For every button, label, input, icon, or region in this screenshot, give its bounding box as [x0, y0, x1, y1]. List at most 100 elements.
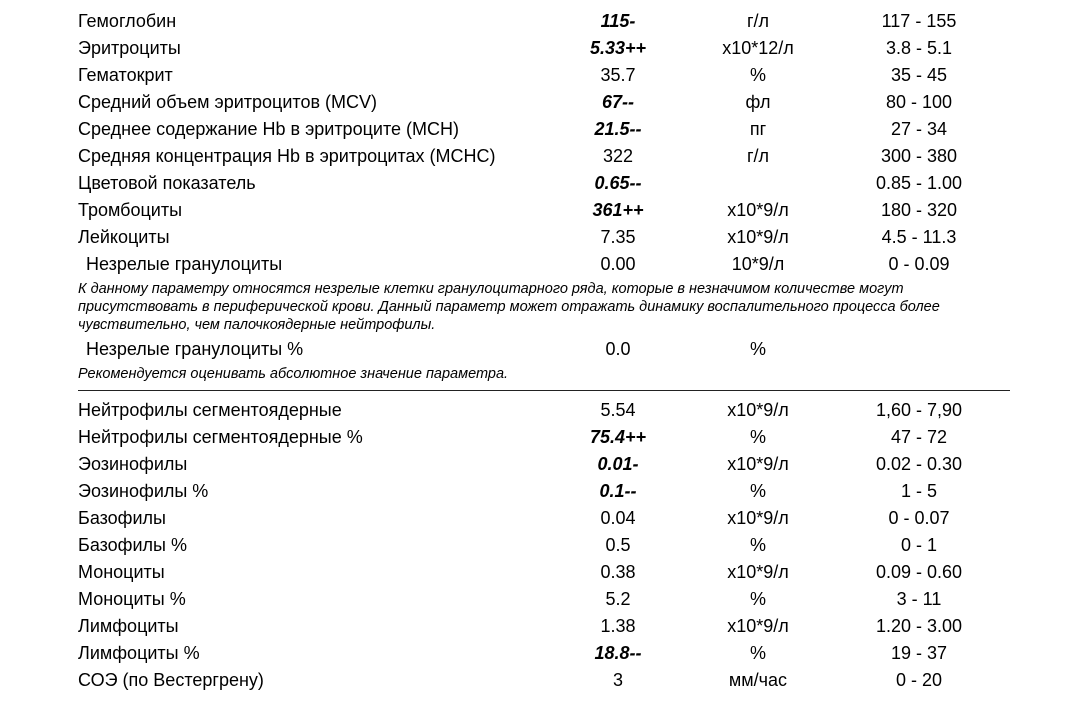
table-row: Гематокрит35.7%35 - 45 — [78, 62, 1010, 89]
table-row: Базофилы %0.5%0 - 1 — [78, 532, 1010, 559]
param-cell: Лимфоциты % — [78, 640, 548, 667]
reference-cell: 1,60 - 7,90 — [828, 397, 1010, 424]
table-row: Лейкоциты7.35x10*9/л4.5 - 11.3 — [78, 224, 1010, 251]
value-cell: 361++ — [548, 197, 688, 224]
value-cell: 0.65-- — [548, 170, 688, 197]
note-a: К данному параметру относятся незрелые к… — [78, 278, 1010, 336]
unit-cell: % — [688, 424, 828, 451]
param-cell: Эритроциты — [78, 35, 548, 62]
unit-cell: x10*12/л — [688, 35, 828, 62]
reference-cell: 47 - 72 — [828, 424, 1010, 451]
table-row: Нейтрофилы сегментоядерные %75.4++%47 - … — [78, 424, 1010, 451]
value-cell: 115- — [548, 8, 688, 35]
param-cell: Цветовой показатель — [78, 170, 548, 197]
value-cell: 18.8-- — [548, 640, 688, 667]
value-cell: 0.5 — [548, 532, 688, 559]
unit-cell: x10*9/л — [688, 451, 828, 478]
param-cell: Средний объем эритроцитов (MCV) — [78, 89, 548, 116]
reference-cell: 0 - 1 — [828, 532, 1010, 559]
reference-cell: 0 - 0.07 — [828, 505, 1010, 532]
value-cell: 21.5-- — [548, 116, 688, 143]
unit-cell: % — [688, 532, 828, 559]
reference-cell: 1.20 - 3.00 — [828, 613, 1010, 640]
value-cell: 322 — [548, 143, 688, 170]
unit-cell: x10*9/л — [688, 397, 828, 424]
note-b: Рекомендуется оценивать абсолютное значе… — [78, 363, 1010, 385]
value-cell: 0.00 — [548, 251, 688, 278]
table-row: Эритроциты5.33++x10*12/л3.8 - 5.1 — [78, 35, 1010, 62]
param-cell: Моноциты — [78, 559, 548, 586]
param-cell: Тромбоциты — [78, 197, 548, 224]
param-cell: Незрелые гранулоциты — [78, 251, 548, 278]
reference-cell: 27 - 34 — [828, 116, 1010, 143]
reference-cell: 180 - 320 — [828, 197, 1010, 224]
table-row: Эозинофилы0.01-x10*9/л0.02 - 0.30 — [78, 451, 1010, 478]
value-cell: 3 — [548, 667, 688, 694]
reference-cell: 19 - 37 — [828, 640, 1010, 667]
value-cell: 7.35 — [548, 224, 688, 251]
unit-cell: % — [688, 640, 828, 667]
table-row: Средний объем эритроцитов (MCV)67--фл80 … — [78, 89, 1010, 116]
param-cell: Базофилы — [78, 505, 548, 532]
reference-cell: 80 - 100 — [828, 89, 1010, 116]
param-cell: Незрелые гранулоциты % — [78, 336, 548, 363]
table-row: Цветовой показатель0.65--0.85 - 1.00 — [78, 170, 1010, 197]
param-cell: Гемоглобин — [78, 8, 548, 35]
table-row: Средняя концентрация Hb в эритроцитах (M… — [78, 143, 1010, 170]
table-row: Эозинофилы %0.1--%1 - 5 — [78, 478, 1010, 505]
unit-cell: % — [688, 336, 828, 363]
table-row: Моноциты %5.2%3 - 11 — [78, 586, 1010, 613]
reference-cell: 35 - 45 — [828, 62, 1010, 89]
section-b: Незрелые гранулоциты %0.0% — [78, 336, 1010, 363]
table-row: Среднее содержание Hb в эритроците (MCH)… — [78, 116, 1010, 143]
table-row: Лимфоциты1.38x10*9/л1.20 - 3.00 — [78, 613, 1010, 640]
unit-cell: % — [688, 586, 828, 613]
unit-cell: пг — [688, 116, 828, 143]
table-row: СОЭ (по Вестергрену)3мм/час0 - 20 — [78, 667, 1010, 694]
reference-cell: 0 - 0.09 — [828, 251, 1010, 278]
table-row: Нейтрофилы сегментоядерные5.54x10*9/л1,6… — [78, 397, 1010, 424]
reference-cell: 117 - 155 — [828, 8, 1010, 35]
table-row: Гемоглобин115-г/л117 - 155 — [78, 8, 1010, 35]
reference-cell: 0.09 - 0.60 — [828, 559, 1010, 586]
unit-cell: фл — [688, 89, 828, 116]
unit-cell: x10*9/л — [688, 224, 828, 251]
section-a: Гемоглобин115-г/л117 - 155Эритроциты5.33… — [78, 8, 1010, 278]
unit-cell: мм/час — [688, 667, 828, 694]
value-cell: 5.2 — [548, 586, 688, 613]
section-c: Нейтрофилы сегментоядерные5.54x10*9/л1,6… — [78, 397, 1010, 694]
reference-cell: 3 - 11 — [828, 586, 1010, 613]
value-cell: 0.38 — [548, 559, 688, 586]
reference-cell: 1 - 5 — [828, 478, 1010, 505]
value-cell: 5.33++ — [548, 35, 688, 62]
unit-cell: 10*9/л — [688, 251, 828, 278]
param-cell: Лимфоциты — [78, 613, 548, 640]
value-cell: 0.01- — [548, 451, 688, 478]
param-cell: Нейтрофилы сегментоядерные — [78, 397, 548, 424]
unit-cell: г/л — [688, 8, 828, 35]
table-row: Незрелые гранулоциты0.0010*9/л0 - 0.09 — [78, 251, 1010, 278]
param-cell: Эозинофилы % — [78, 478, 548, 505]
unit-cell: x10*9/л — [688, 613, 828, 640]
section-divider — [78, 390, 1010, 391]
unit-cell: x10*9/л — [688, 197, 828, 224]
reference-cell: 0 - 20 — [828, 667, 1010, 694]
reference-cell: 3.8 - 5.1 — [828, 35, 1010, 62]
value-cell: 1.38 — [548, 613, 688, 640]
param-cell: Нейтрофилы сегментоядерные % — [78, 424, 548, 451]
value-cell: 67-- — [548, 89, 688, 116]
value-cell: 0.1-- — [548, 478, 688, 505]
param-cell: Моноциты % — [78, 586, 548, 613]
table-row: Тромбоциты361++x10*9/л180 - 320 — [78, 197, 1010, 224]
unit-cell: x10*9/л — [688, 505, 828, 532]
unit-cell: % — [688, 478, 828, 505]
value-cell: 35.7 — [548, 62, 688, 89]
value-cell: 5.54 — [548, 397, 688, 424]
reference-cell: 0.02 - 0.30 — [828, 451, 1010, 478]
table-row: Моноциты0.38x10*9/л0.09 - 0.60 — [78, 559, 1010, 586]
value-cell: 0.0 — [548, 336, 688, 363]
unit-cell: % — [688, 62, 828, 89]
param-cell: СОЭ (по Вестергрену) — [78, 667, 548, 694]
param-cell: Гематокрит — [78, 62, 548, 89]
param-cell: Эозинофилы — [78, 451, 548, 478]
